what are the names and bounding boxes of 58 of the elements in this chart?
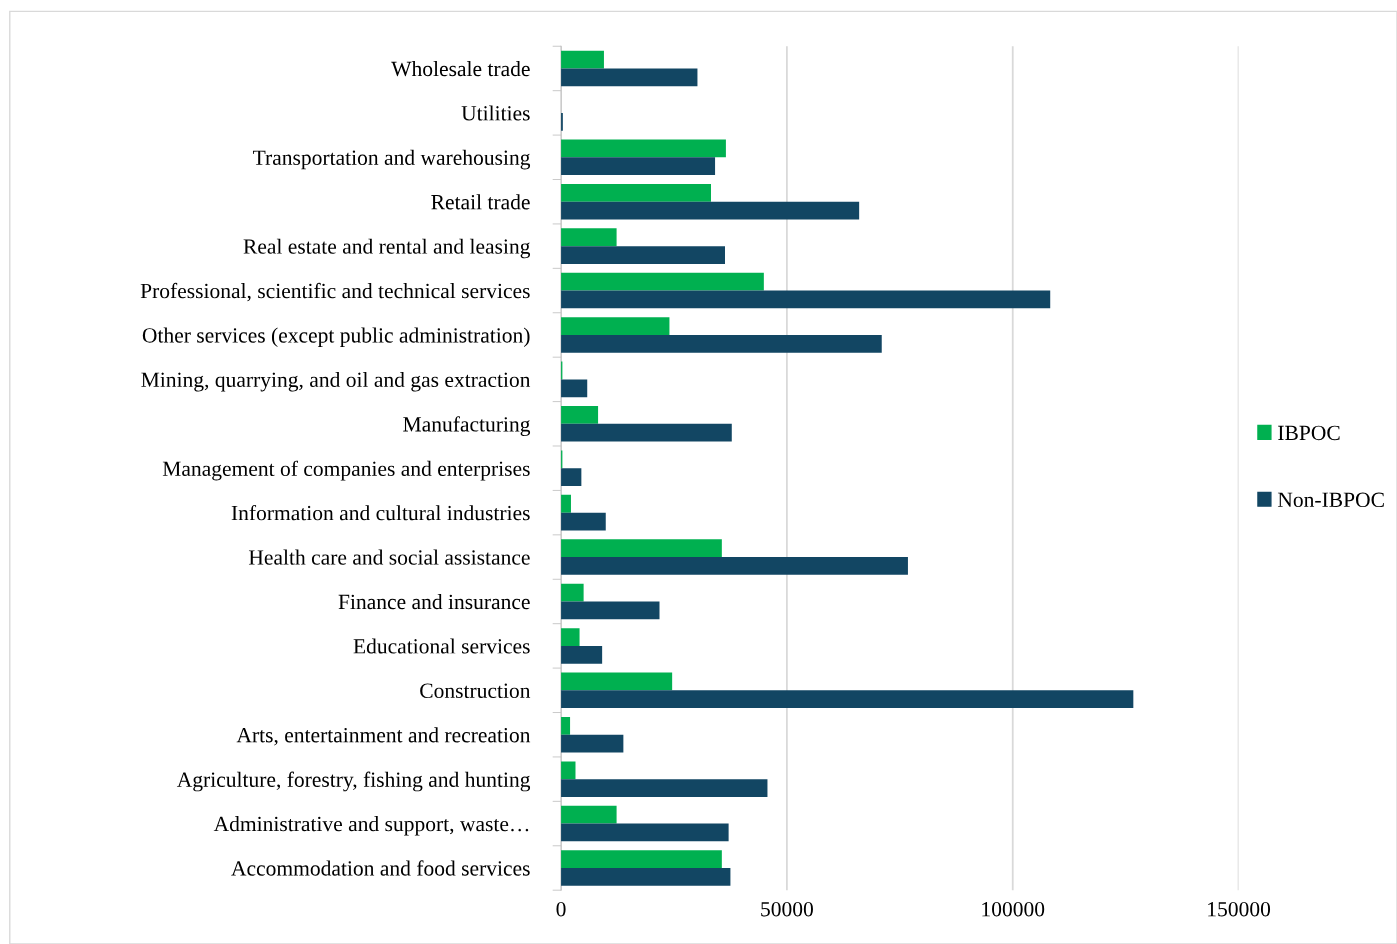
bar <box>561 512 606 531</box>
bar <box>561 867 731 886</box>
y-tick-label: Finance and insurance <box>338 594 530 610</box>
y-tick-label: Real estate and rental and leasing <box>243 238 531 259</box>
bar <box>561 468 582 486</box>
bar <box>561 850 722 868</box>
bar <box>561 734 624 753</box>
bar <box>561 583 584 602</box>
y-tick-label: Accommodation and food services <box>231 860 530 876</box>
bar <box>561 317 670 335</box>
legend-label: IBPOC <box>1278 425 1340 441</box>
bar <box>561 157 716 176</box>
y-tick-label: Utilities <box>461 105 530 121</box>
x-tick-label: 50000 <box>761 901 813 917</box>
y-tick-label: Retail trade <box>431 194 530 210</box>
y-tick-label: Agriculture, forestry, fishing and hunting <box>176 771 531 792</box>
bar <box>561 423 732 442</box>
bar <box>561 183 711 202</box>
bar <box>561 823 729 842</box>
y-tick-label: Professional, scientific and technical services <box>140 282 530 302</box>
y-tick-label: Management of companies and enterprises <box>162 460 530 481</box>
bar <box>561 557 908 575</box>
bar <box>561 779 768 797</box>
bar <box>561 201 860 220</box>
y-tick-label: Educational services <box>353 638 530 654</box>
x-tick-label: 150000 <box>1208 901 1271 917</box>
bar <box>561 628 580 646</box>
bar <box>561 645 603 664</box>
y-tick-label: Manufacturing <box>403 416 531 437</box>
bar <box>561 246 725 264</box>
y-tick-label: Health care and social assistance <box>248 549 530 565</box>
bar <box>561 672 673 691</box>
y-tick-label: Transportation and warehousing <box>253 149 531 170</box>
bar <box>561 406 599 424</box>
bar <box>561 379 588 398</box>
bar <box>561 50 604 69</box>
y-tick-label: Other services (except public administration) <box>142 327 530 348</box>
bar <box>561 290 1051 309</box>
x-tick-label: 100000 <box>982 901 1045 917</box>
bar <box>561 139 726 158</box>
bar <box>561 761 576 780</box>
legend-label: Non-IBPOC <box>1277 492 1384 508</box>
bar <box>561 334 882 353</box>
y-tick-label: Construction <box>420 683 531 698</box>
y-tick-label: Information and cultural industries <box>231 504 530 521</box>
bar <box>561 601 660 620</box>
y-tick-label: Wholesale trade <box>391 61 530 77</box>
y-tick-label: Arts, entertainment and recreation <box>236 727 531 746</box>
bar <box>561 539 722 558</box>
bar <box>561 272 764 291</box>
bar <box>561 690 1134 709</box>
y-tick-label: Mining, quarrying, and oil and gas extraction <box>141 371 531 392</box>
x-tick-label: 0 <box>556 901 566 917</box>
bar <box>561 805 617 824</box>
bar <box>561 228 617 247</box>
bar <box>561 494 571 513</box>
y-tick-label: Administrative and support, waste… <box>213 816 529 836</box>
bar <box>561 68 698 87</box>
